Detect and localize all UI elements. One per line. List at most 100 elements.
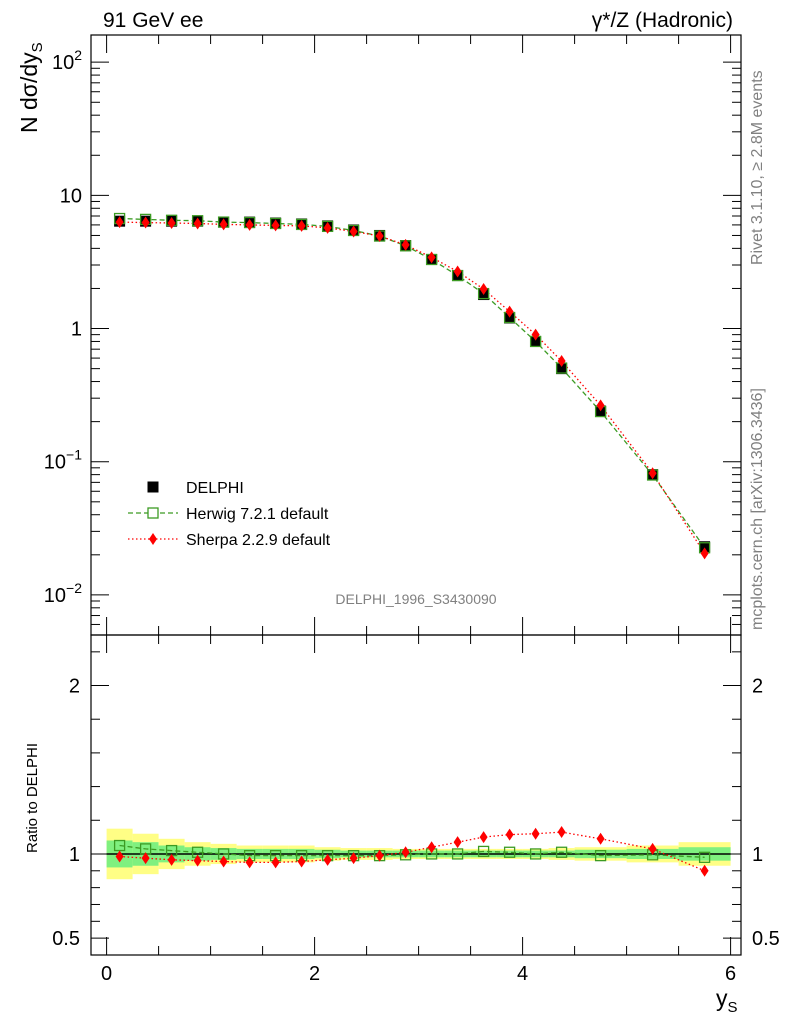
sherpa-point bbox=[271, 219, 280, 232]
ratio-sherpa-point bbox=[375, 849, 384, 862]
ratio-sherpa-point bbox=[271, 856, 280, 869]
main-y-tick-label-exponent: −2 bbox=[66, 580, 82, 596]
ratio-sherpa-point bbox=[323, 853, 332, 866]
main-y-tick-label: 102 bbox=[52, 47, 82, 74]
ratio-y-tick-label-left: 0.5 bbox=[52, 928, 80, 950]
sherpa-point bbox=[505, 305, 514, 318]
ratio-x-tick-label: 6 bbox=[725, 963, 736, 985]
ratio-sherpa-point bbox=[700, 864, 709, 877]
legend-sherpa-marker bbox=[149, 533, 157, 545]
sherpa-line bbox=[119, 221, 706, 554]
sherpa-point bbox=[297, 219, 306, 232]
mcplots-reference-label: mcplots.cern.ch [arXiv:1306.3436] bbox=[749, 388, 766, 630]
herwig-line bbox=[119, 217, 706, 549]
main-y-axis-label-text: N dσ/dy bbox=[16, 52, 42, 133]
sherpa-point bbox=[375, 230, 384, 243]
main-y-tick-label: 10−1 bbox=[44, 447, 82, 474]
ratio-sherpa-point bbox=[167, 853, 176, 866]
ratio-x-axis-label-subscript: S bbox=[728, 999, 738, 1016]
ratio-axis-ticks bbox=[91, 635, 741, 956]
main-y-tick-label: 1 bbox=[71, 319, 82, 341]
legend-label: DELPHI bbox=[186, 480, 244, 497]
sherpa-point bbox=[193, 217, 202, 230]
main-y-tick-label-exponent: 2 bbox=[74, 47, 82, 63]
main-y-axis-label-subscript: S bbox=[29, 42, 46, 52]
main-y-tick-label-exponent: −1 bbox=[66, 447, 82, 463]
sherpa-point bbox=[700, 547, 709, 560]
ratio-x-axis-label: yS bbox=[716, 985, 738, 1016]
main-axis-ticks bbox=[91, 35, 741, 636]
ratio-y-tick-label-left: 1 bbox=[69, 844, 80, 866]
legend: DELPHI Herwig 7.2.1 default Sherpa 2.2.9 d… bbox=[128, 480, 331, 549]
sherpa-point bbox=[557, 355, 566, 368]
sherpa-point bbox=[245, 218, 254, 231]
delphi-point bbox=[530, 335, 542, 347]
legend-label: Sherpa 2.2.9 default bbox=[186, 532, 331, 549]
ratio-herwig-point bbox=[555, 846, 568, 858]
sherpa-point bbox=[401, 238, 410, 251]
ratio-sherpa-point bbox=[297, 855, 306, 868]
delphi-point bbox=[504, 312, 516, 324]
ratio-sherpa-point bbox=[245, 856, 254, 869]
ratio-y-tick-label-right: 2 bbox=[752, 676, 763, 698]
ratio-x-axis-label-text: y bbox=[716, 985, 728, 1011]
sherpa-point bbox=[115, 216, 124, 229]
ratio-y-axis-label: Ratio to DELPHI bbox=[24, 743, 41, 853]
ratio-herwig-point bbox=[698, 851, 711, 863]
sherpa-point bbox=[427, 251, 436, 264]
ratio-data-series bbox=[113, 826, 711, 877]
main-y-tick-label-base: 10 bbox=[52, 52, 74, 74]
legend-label: Herwig 7.2.1 default bbox=[186, 506, 329, 523]
ratio-y-tick-label-right: 1 bbox=[752, 844, 763, 866]
ratio-sherpa-point bbox=[349, 852, 358, 865]
ratio-sherpa-point bbox=[648, 842, 657, 855]
sherpa-point bbox=[349, 225, 358, 238]
ratio-sherpa-point bbox=[505, 828, 514, 841]
ratio-y-tick-labels: 0.5 0.5 1 1 2 2 bbox=[52, 676, 780, 951]
ratio-y-tick-label-left: 2 bbox=[69, 676, 80, 698]
ratio-herwig-point bbox=[451, 848, 464, 860]
ratio-herwig-point bbox=[477, 845, 490, 858]
ratio-sherpa-point bbox=[141, 852, 150, 865]
ratio-x-tick-labels: 0 2 4 6 bbox=[101, 963, 736, 985]
ratio-sherpa-point bbox=[531, 827, 540, 840]
ratio-herwig-point bbox=[594, 849, 607, 862]
ratio-sherpa-point bbox=[479, 831, 488, 844]
main-y-tick-label-base: 10 bbox=[44, 452, 66, 474]
ratio-x-tick-label: 2 bbox=[309, 963, 320, 985]
ratio-sherpa-point bbox=[115, 850, 124, 863]
legend-herwig-marker bbox=[147, 507, 159, 519]
ratio-sherpa-point bbox=[557, 826, 566, 839]
ratio-plot-frame bbox=[90, 634, 742, 956]
sherpa-point bbox=[323, 221, 332, 234]
main-y-tick-label: 10−2 bbox=[44, 580, 82, 607]
main-y-tick-label-base: 10 bbox=[44, 585, 66, 607]
ratio-sherpa-point bbox=[193, 854, 202, 867]
ratio-x-tick-label: 0 bbox=[101, 963, 112, 985]
sherpa-point bbox=[141, 216, 150, 229]
sherpa-point bbox=[596, 399, 605, 412]
delphi-point bbox=[556, 363, 568, 375]
legend-delphi-marker bbox=[147, 481, 159, 493]
ratio-sherpa-point bbox=[427, 841, 436, 854]
main-data-series bbox=[113, 212, 711, 560]
sherpa-point bbox=[531, 328, 540, 341]
ratio-herwig-point bbox=[503, 846, 516, 858]
delphi-point bbox=[699, 541, 711, 553]
ratio-sherpa-point bbox=[219, 855, 228, 868]
rivet-version-label: Rivet 3.1.10, ≥ 2.8M events bbox=[749, 70, 766, 265]
ratio-x-tick-label: 4 bbox=[517, 963, 528, 985]
ratio-plot-panel: 0.5 0.5 1 1 2 2 0 2 4 6 Ratio to DELPHI yS bbox=[24, 634, 780, 1016]
sherpa-point bbox=[453, 265, 462, 278]
header-left-label: 91 GeV ee bbox=[103, 9, 203, 32]
ratio-sherpa-point bbox=[453, 836, 462, 849]
sherpa-point bbox=[219, 218, 228, 231]
main-y-tick-label: 10 bbox=[60, 185, 82, 207]
analysis-watermark: DELPHI_1996_S3430090 bbox=[335, 591, 496, 607]
sherpa-point bbox=[167, 217, 176, 230]
ratio-herwig-point bbox=[529, 848, 542, 860]
ratio-sherpa-point bbox=[596, 832, 605, 845]
